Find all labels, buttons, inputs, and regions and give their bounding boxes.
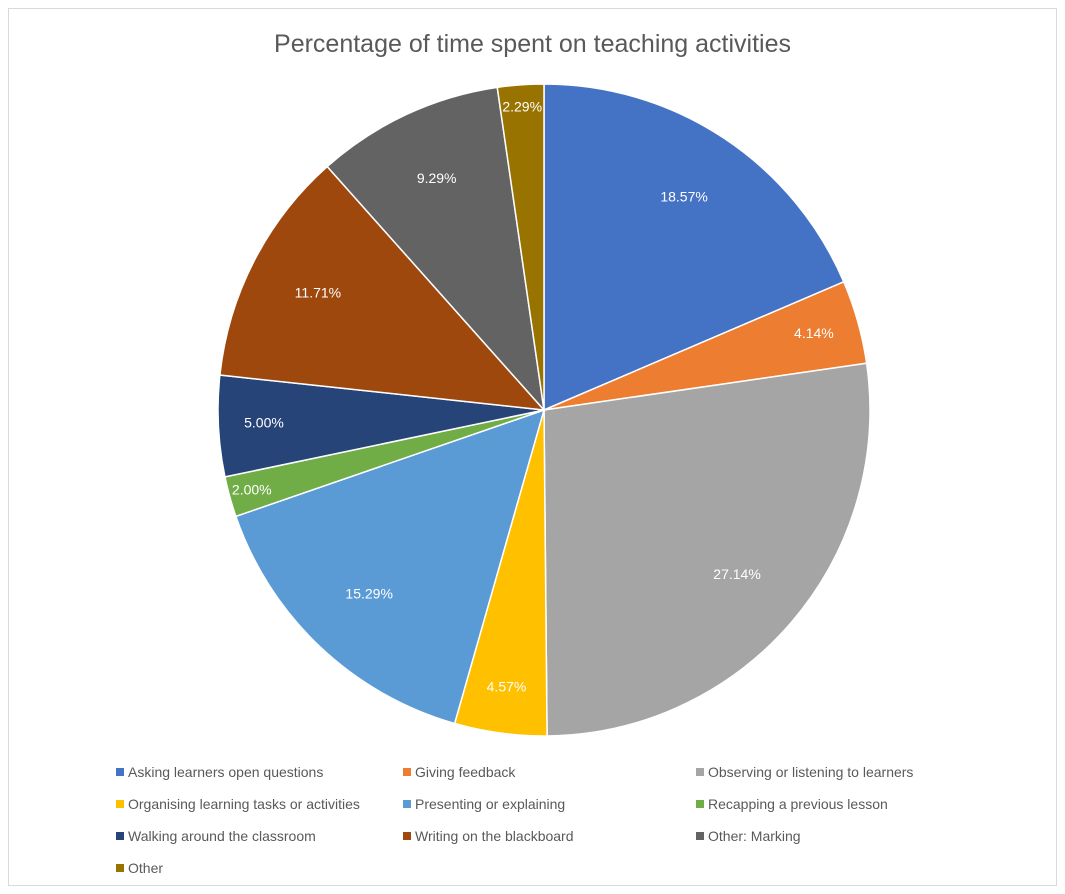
- legend-label: Walking around the classroom: [128, 828, 316, 844]
- legend-swatch: [116, 800, 124, 808]
- chart-title: Percentage of time spent on teaching act…: [274, 30, 791, 58]
- slice-data-label: 18.57%: [660, 188, 707, 204]
- legend-item: Asking learners open questions: [116, 764, 323, 780]
- legend-label: Asking learners open questions: [128, 764, 324, 780]
- legend-item: Other: [116, 860, 163, 876]
- legend-label: Giving feedback: [415, 764, 516, 780]
- slice-data-label: 2.00%: [232, 481, 272, 497]
- legend-label: Observing or listening to learners: [708, 764, 914, 780]
- slice-data-label: 15.29%: [345, 585, 392, 601]
- legend-swatch: [116, 832, 124, 840]
- legend-label: Organising learning tasks or activities: [128, 796, 360, 812]
- legend-item: Walking around the classroom: [116, 828, 316, 844]
- slice-data-label: 5.00%: [244, 415, 284, 431]
- legend-swatch: [403, 832, 411, 840]
- legend-item: Recapping a previous lesson: [696, 796, 888, 812]
- legend-swatch: [116, 768, 124, 776]
- legend-swatch: [403, 800, 411, 808]
- slice-data-label: 4.57%: [487, 679, 527, 695]
- legend-item: Observing or listening to learners: [696, 764, 913, 780]
- pie-slice: [496, 83, 545, 411]
- slice-data-label: 27.14%: [713, 566, 760, 582]
- legend-label: Presenting or explaining: [415, 796, 566, 812]
- legend-item: Presenting or explaining: [403, 796, 565, 812]
- legend-label: Recapping a previous lesson: [708, 796, 888, 812]
- slice-data-label: 9.29%: [417, 170, 457, 186]
- pie-slice: [219, 165, 546, 411]
- pie-slice: [234, 408, 546, 725]
- slice-data-label: 4.14%: [794, 325, 834, 341]
- legend-swatch: [403, 768, 411, 776]
- slice-data-label: 11.71%: [295, 284, 341, 300]
- legend-label: Writing on the blackboard: [415, 828, 574, 844]
- slice-data-label: 2.29%: [502, 98, 542, 114]
- legend-label: Other: Marking: [708, 828, 801, 844]
- legend-label: Other: [128, 860, 164, 876]
- pie-slice: [326, 86, 546, 413]
- legend-swatch: [696, 768, 704, 776]
- legend-item: Organising learning tasks or activities: [116, 796, 360, 812]
- legend-swatch: [116, 864, 124, 872]
- legend-swatch: [696, 832, 704, 840]
- pie-slice: [543, 83, 845, 412]
- pie-slice: [543, 362, 871, 737]
- legend-item: Other: Marking: [696, 828, 801, 844]
- legend-item: Writing on the blackboard: [403, 828, 574, 844]
- legend-item: Giving feedback: [403, 764, 515, 780]
- legend-swatch: [696, 800, 704, 808]
